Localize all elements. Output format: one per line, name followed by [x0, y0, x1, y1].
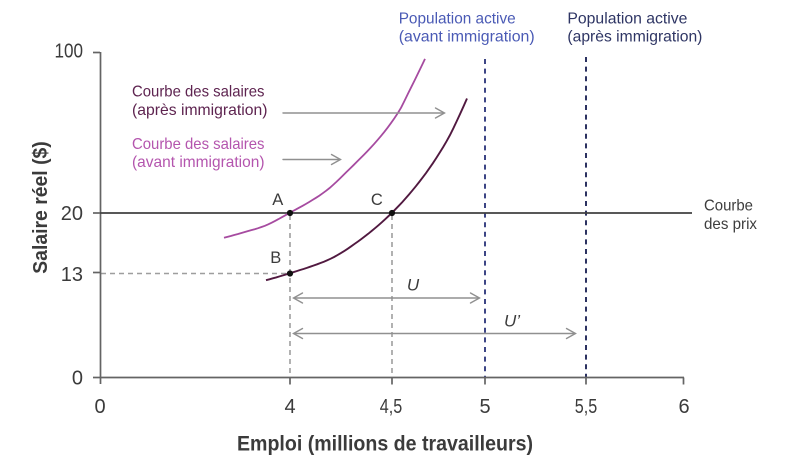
- svg-text:0: 0: [94, 396, 105, 418]
- svg-text:(après immigration): (après immigration): [567, 28, 702, 45]
- svg-text:5: 5: [479, 396, 490, 418]
- svg-text:C: C: [371, 191, 383, 209]
- svg-text:13: 13: [61, 264, 83, 286]
- svg-text:20: 20: [61, 203, 83, 225]
- svg-text:(après immigration): (après immigration): [132, 102, 268, 119]
- svg-text:5,5: 5,5: [575, 396, 598, 418]
- svg-text:4: 4: [284, 396, 295, 418]
- svg-text:Population active: Population active: [567, 10, 687, 27]
- svg-text:4,5: 4,5: [380, 396, 403, 418]
- svg-text:U’: U’: [504, 312, 520, 331]
- svg-text:B: B: [270, 249, 281, 267]
- svg-text:(avant immigration): (avant immigration): [132, 154, 265, 171]
- svg-text:Courbe des salaires: Courbe des salaires: [132, 136, 265, 153]
- svg-text:6: 6: [678, 396, 689, 418]
- svg-text:0: 0: [72, 368, 83, 390]
- svg-text:des prix: des prix: [704, 216, 757, 233]
- svg-text:A: A: [272, 191, 283, 209]
- svg-text:Courbe: Courbe: [704, 197, 753, 214]
- svg-text:Courbe des salaires: Courbe des salaires: [132, 84, 265, 101]
- svg-text:Salaire réel ($): Salaire réel ($): [30, 141, 52, 274]
- svg-text:Emploi (millions de travailleu: Emploi (millions de travailleurs): [237, 432, 533, 456]
- svg-text:100: 100: [55, 41, 84, 63]
- svg-text:(avant immigration): (avant immigration): [399, 28, 535, 45]
- svg-text:Population active: Population active: [399, 10, 516, 27]
- svg-text:U: U: [407, 276, 420, 295]
